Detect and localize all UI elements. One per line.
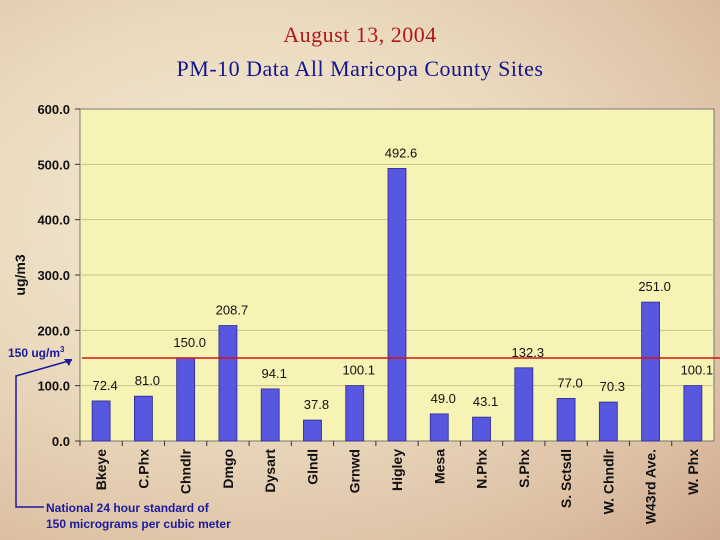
bar-value-label: 492.6 — [385, 145, 418, 160]
annotation-arrowhead — [64, 359, 72, 366]
bar — [303, 419, 322, 442]
x-category-label: Bkeye — [93, 449, 109, 490]
bar-value-label: 100.1 — [681, 363, 714, 378]
bar-value-label: 251.0 — [638, 279, 671, 294]
x-category-label: Dysart — [262, 449, 278, 493]
x-category-label: W43rd Ave. — [643, 449, 659, 524]
chart-title-date: August 13, 2004 — [283, 22, 437, 47]
bar-value-label: 70.3 — [600, 379, 625, 394]
bar — [176, 357, 196, 442]
y-axis-label: ug/m3 — [12, 254, 28, 295]
x-category-label: Glndl — [304, 449, 320, 485]
x-category-label: Grnwd — [347, 449, 363, 493]
x-category-label: W. Phx — [685, 449, 701, 495]
bar — [641, 301, 660, 442]
bar-value-label: 72.4 — [92, 378, 117, 393]
bar — [133, 395, 153, 442]
x-category-label: S. Sctsdl — [558, 449, 574, 508]
bar — [598, 401, 618, 442]
bar — [429, 413, 449, 442]
bar — [514, 367, 534, 442]
bar — [91, 400, 111, 442]
y-tick-label: 100.0 — [37, 379, 70, 394]
bar — [683, 385, 703, 442]
bar-value-label: 81.0 — [135, 373, 160, 388]
y-tick-label: 200.0 — [37, 323, 70, 338]
y-tick-label: 0.0 — [52, 434, 70, 449]
y-tick-label: 400.0 — [37, 213, 70, 228]
y-tick-label: 500.0 — [37, 157, 70, 172]
bar-value-label: 77.0 — [557, 375, 582, 390]
x-category-label: W. Chndlr — [600, 448, 616, 514]
bar-value-label: 150.0 — [173, 335, 206, 350]
x-category-label: Mesa — [431, 449, 447, 484]
x-category-label: Higley — [389, 449, 405, 491]
y-tick-label: 600.0 — [37, 102, 70, 117]
x-category-label: N.Phx — [474, 449, 490, 489]
annotation-line-2: 150 micrograms per cubic meter — [46, 517, 231, 531]
bar — [260, 388, 280, 442]
x-category-label: S.Phx — [516, 449, 532, 488]
annotation-line-1: National 24 hour standard of — [46, 501, 209, 515]
x-category-label: Chndlr — [178, 448, 194, 494]
chart-title-main: PM-10 Data All Maricopa County Sites — [176, 56, 544, 81]
bar — [387, 168, 407, 442]
bar-value-label: 208.7 — [216, 303, 249, 318]
bar-value-label: 37.8 — [304, 397, 329, 412]
bar-value-label: 49.0 — [431, 391, 456, 406]
bar — [556, 397, 576, 442]
bar-value-label: 132.3 — [512, 345, 545, 360]
bar-value-label: 43.1 — [473, 394, 498, 409]
x-category-label: Dmgo — [220, 449, 236, 489]
standard-annotation: National 24 hour standard of 150 microgr… — [46, 500, 231, 532]
bar-value-label: 100.1 — [342, 363, 375, 378]
y-tick-label: 300.0 — [37, 268, 70, 283]
standard-line-label: 150 ug/m3 — [8, 345, 65, 360]
x-category-label: C.Phx — [135, 449, 151, 489]
bar — [345, 385, 365, 442]
bar-value-label: 94.1 — [262, 366, 287, 381]
annotation-arrow — [15, 359, 73, 508]
bar — [218, 325, 238, 442]
bar — [472, 416, 491, 442]
